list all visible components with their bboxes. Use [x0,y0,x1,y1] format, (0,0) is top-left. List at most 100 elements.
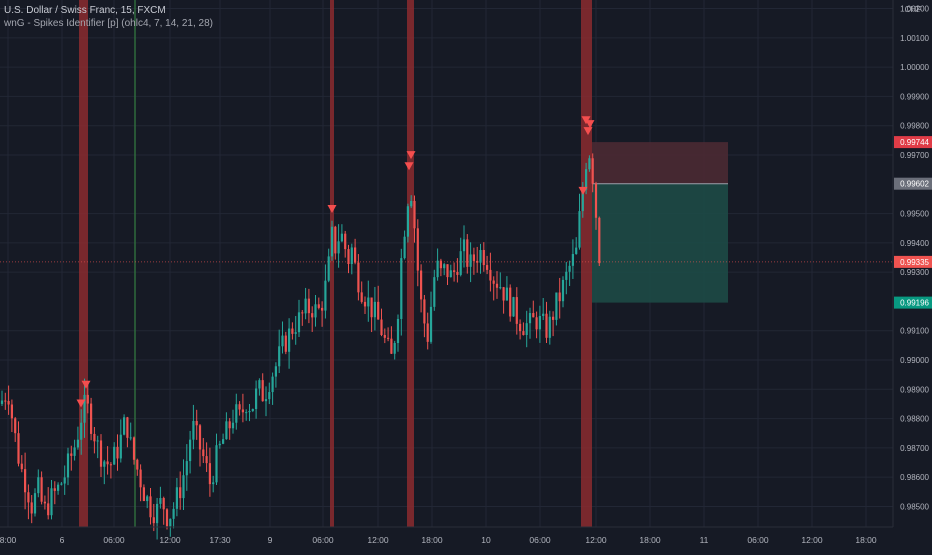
candle-body [40,477,43,502]
price-tag [894,255,932,268]
x-tick-label: 06:00 [529,535,551,545]
candle-body [350,247,353,265]
take-profit-zone[interactable] [592,183,728,303]
price-tag-label: 0.99196 [900,299,929,308]
x-tick-label: 06:00 [747,535,769,545]
candle-body [367,297,370,307]
candle-body [142,487,145,502]
candle-body [139,469,142,488]
candle-body [179,487,182,499]
candle-body [14,418,17,434]
candle-body [433,277,436,307]
candle-body [558,292,561,302]
y-tick-label: 0.99000 [900,356,929,365]
y-tick-label: 0.99900 [900,92,929,101]
candle-body [245,412,248,414]
candle-body [502,287,505,301]
candle-body [162,498,165,510]
candle-body [416,228,419,271]
candle-body [578,211,581,248]
candle-body [17,433,20,464]
candle-body [76,439,79,448]
candle-body [568,265,571,272]
candle-body [90,403,93,434]
candle-body [198,425,202,450]
candle-body [83,394,86,423]
spike-marker-icon [406,151,416,160]
candle-body [294,332,297,334]
candle-body [479,249,482,263]
candle-body [165,509,169,527]
spike-marker-icon [585,120,595,129]
price-axis[interactable] [893,0,932,550]
candle-body [43,501,46,504]
spike-marker-icon [404,162,414,171]
candle-body [469,254,472,267]
candle-body [60,483,63,485]
candle-body [208,463,211,485]
candle-body [192,420,195,440]
candle-body [129,437,132,439]
candle-body [235,404,238,423]
candle-body [413,200,416,229]
candle-body [453,270,456,272]
candle-body [370,297,373,318]
candle-body [202,449,205,457]
spike-band [581,0,592,527]
candle-body [284,335,287,352]
y-tick-label: 0.98900 [900,385,929,394]
x-tick-label: 12:00 [159,535,181,545]
candle-body [116,446,119,459]
candle-body [195,420,198,426]
candle-body [538,316,541,330]
candle-body [423,299,426,324]
candle-body [301,312,304,314]
candle-body [261,380,264,402]
candle-body [70,453,73,456]
x-tick-label: 9 [268,535,273,545]
candle-body [340,233,343,242]
candle-body [459,251,462,275]
candle-body [288,328,291,352]
candle-body [548,316,551,338]
candle-body [552,316,555,320]
spike-marker-icon [578,186,588,195]
candle-body [321,307,324,311]
candle-body [406,206,409,237]
candle-body [317,304,320,308]
candle-body [489,269,492,281]
candle-body [571,254,574,266]
candle-body [426,323,429,342]
y-tick-label: 0.99300 [900,268,929,277]
x-tick-label: 18:00 [421,535,443,545]
candle-body [400,258,403,319]
candle-body [106,461,109,465]
candle-body [53,488,56,491]
candle-body [476,260,479,263]
candle-body [278,346,281,367]
candle-body [396,318,400,344]
y-tick-label: 0.99100 [900,327,929,336]
candle-body [363,301,367,307]
candle-body [258,380,261,389]
candle-body [169,518,172,527]
symbol-title: U.S. Dollar / Swiss Franc, 15, FXCM [4,5,166,16]
candle-body [462,239,466,252]
indicator-title: wnG - Spikes Identifier [p] (ohlc4, 7, 1… [4,18,213,29]
stop-loss-zone[interactable] [592,142,728,184]
candle-body [96,440,99,442]
candle-body [225,421,228,440]
candle-body [585,169,588,190]
spike-marker-icon [583,127,593,136]
x-tick-label: 10 [481,535,491,545]
candle-body [113,446,116,465]
candle-body [330,226,334,257]
x-tick-label: 12:00 [585,535,607,545]
price-tag [894,136,932,149]
candle-body [291,328,294,334]
candle-body [241,409,244,413]
candle-body [149,496,152,518]
candle-body [27,492,30,503]
